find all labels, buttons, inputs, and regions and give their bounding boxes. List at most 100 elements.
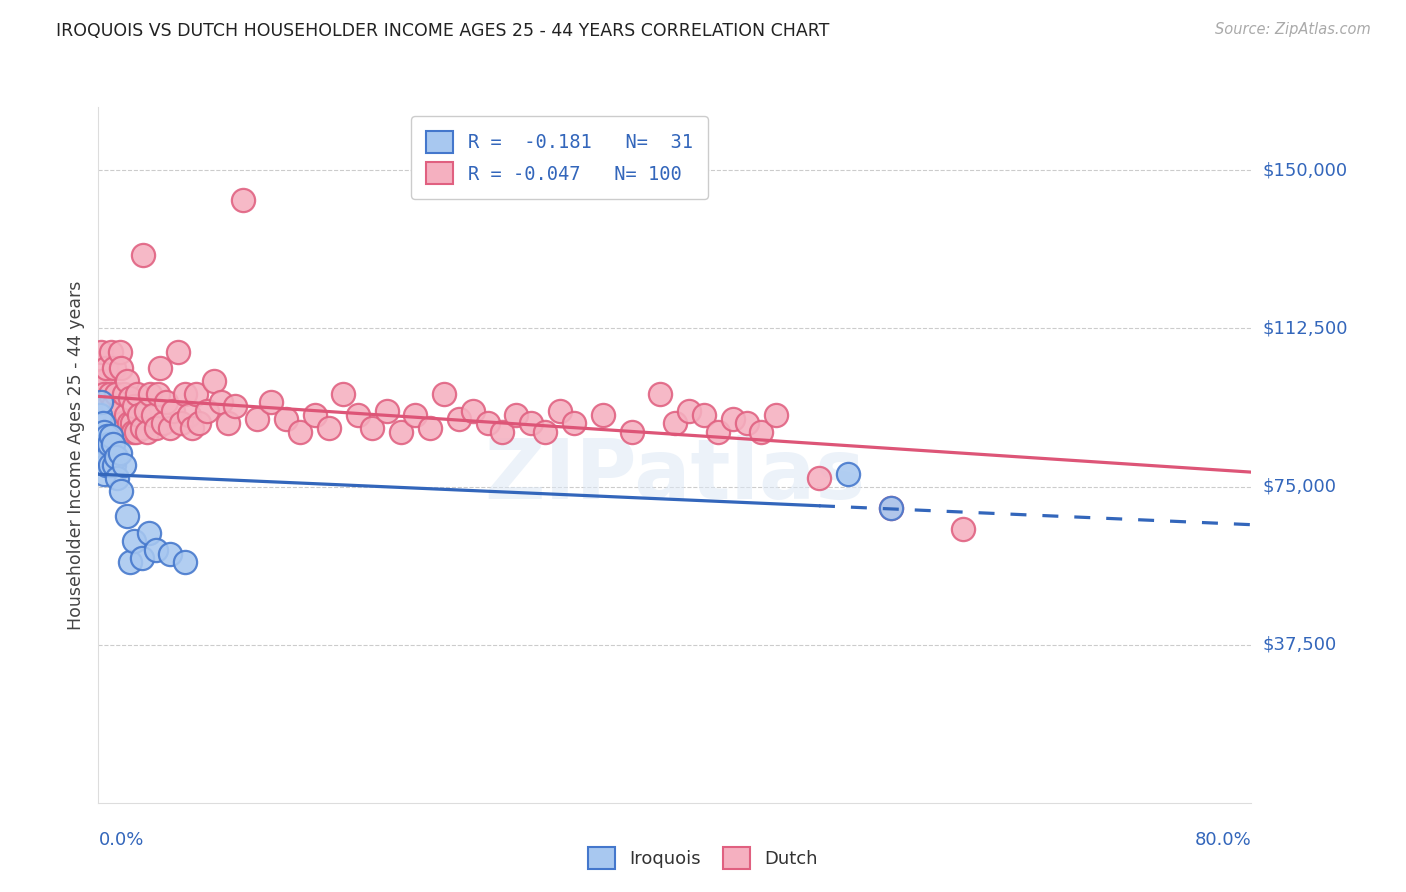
Point (231, 193, 254, 207)
Point (132, 247, 155, 261)
Text: 0.0%: 0.0% (98, 830, 143, 848)
Point (224, 400, 246, 414)
Point (97, 437, 120, 451)
Point (186, 386, 208, 401)
Point (103, 458, 125, 473)
Point (389, 425, 412, 439)
Point (209, 395, 232, 409)
Point (90, 344, 112, 359)
Text: $150,000: $150,000 (1263, 161, 1347, 179)
Point (105, 408, 128, 422)
Y-axis label: Householder Income Ages 25 - 44 years: Householder Income Ages 25 - 44 years (66, 280, 84, 630)
Point (166, 344, 188, 359)
Point (246, 412, 269, 426)
Point (135, 403, 157, 417)
Point (122, 425, 145, 439)
Point (101, 400, 124, 414)
Point (534, 425, 557, 439)
Point (274, 412, 297, 426)
Point (90, 417, 112, 431)
Point (112, 386, 135, 401)
Point (520, 417, 543, 431)
Point (807, 471, 830, 485)
Text: $37,500: $37,500 (1263, 636, 1337, 654)
Point (100, 344, 122, 359)
Point (592, 408, 614, 422)
Point (98, 420, 121, 434)
Point (169, 417, 191, 431)
Text: IROQUOIS VS DUTCH HOUSEHOLDER INCOME AGES 25 - 44 YEARS CORRELATION CHART: IROQUOIS VS DUTCH HOUSEHOLDER INCOME AGE… (56, 22, 830, 40)
Point (96, 429, 118, 443)
Point (678, 403, 700, 417)
Point (94, 458, 117, 473)
Point (159, 420, 181, 434)
Point (120, 391, 142, 405)
Point (447, 412, 470, 426)
Point (97, 408, 120, 422)
Point (104, 386, 127, 401)
Point (138, 525, 160, 540)
Point (260, 395, 283, 409)
Text: $112,500: $112,500 (1263, 319, 1348, 337)
Point (145, 420, 167, 434)
Point (318, 420, 340, 434)
Point (94, 361, 117, 376)
Point (181, 420, 204, 434)
Point (361, 420, 384, 434)
Point (217, 417, 239, 431)
Point (202, 374, 225, 388)
Point (91, 446, 114, 460)
Point (136, 425, 159, 439)
Point (96, 395, 118, 409)
Point (375, 403, 398, 417)
Point (120, 556, 142, 570)
Point (155, 395, 177, 409)
Point (142, 408, 165, 422)
Point (114, 408, 136, 422)
Point (96, 450, 118, 464)
Point (491, 425, 513, 439)
Legend: R =  -0.181   N=  31, R = -0.047   N= 100: R = -0.181 N= 31, R = -0.047 N= 100 (412, 117, 707, 199)
Point (91, 374, 114, 388)
Point (735, 417, 758, 431)
Point (110, 361, 132, 376)
Point (952, 522, 974, 536)
Point (94, 425, 117, 439)
Point (880, 500, 903, 515)
Point (112, 458, 135, 473)
Point (107, 420, 129, 434)
Point (104, 450, 127, 464)
Point (707, 425, 730, 439)
Point (304, 408, 326, 422)
Text: 80.0%: 80.0% (1195, 830, 1251, 848)
Point (108, 344, 131, 359)
Point (128, 408, 150, 422)
Point (477, 417, 499, 431)
Point (90, 395, 112, 409)
Point (108, 403, 131, 417)
Point (89, 403, 111, 417)
Point (90, 429, 112, 443)
Point (100, 429, 122, 443)
Point (837, 467, 859, 481)
Point (650, 386, 672, 401)
Point (93, 408, 115, 422)
Point (149, 361, 172, 376)
Point (139, 386, 162, 401)
Point (94, 437, 117, 451)
Point (103, 417, 125, 431)
Point (105, 471, 128, 485)
Point (146, 386, 169, 401)
Point (131, 551, 153, 566)
Point (98, 386, 121, 401)
Point (101, 437, 124, 451)
Point (346, 408, 368, 422)
Point (693, 408, 716, 422)
Point (721, 412, 744, 426)
Point (118, 417, 141, 431)
Point (461, 403, 484, 417)
Point (93, 386, 115, 401)
Point (162, 403, 184, 417)
Point (93, 425, 115, 439)
Point (880, 500, 903, 515)
